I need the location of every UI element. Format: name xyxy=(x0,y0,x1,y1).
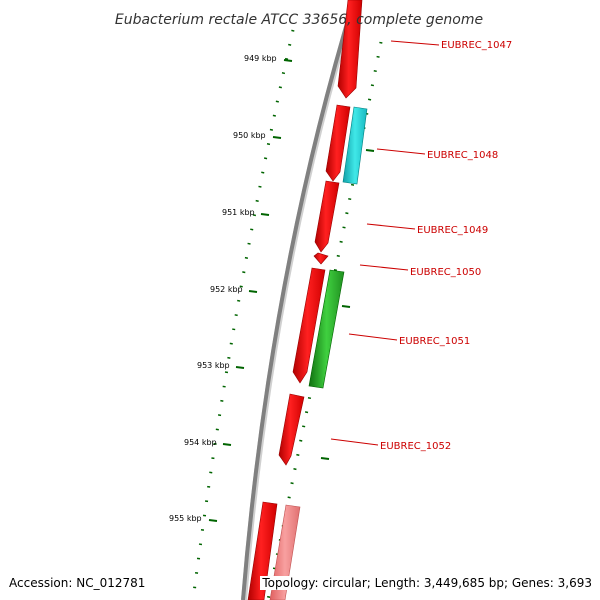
tick-label-951: 951 kbp xyxy=(222,208,255,217)
gene-labels: EUBREC_1047 EUBREC_1048 EUBREC_1049 EUBR… xyxy=(330,40,512,452)
accession-label: Accession: NC_012781 xyxy=(7,576,148,590)
tick-954 xyxy=(222,443,232,446)
tick-952 xyxy=(248,290,258,293)
feature-1051-green[interactable] xyxy=(308,269,345,389)
topology-summary: Topology: circular; Length: 3,449,685 bp… xyxy=(260,576,594,590)
tick-949 xyxy=(283,59,293,62)
leader-line-1050 xyxy=(359,264,409,271)
leader-line-1047 xyxy=(390,40,440,46)
tick-label-955: 955 kbp xyxy=(169,514,202,523)
gene-label-1049[interactable]: EUBREC_1049 xyxy=(417,225,488,236)
gene-arrow-next[interactable] xyxy=(247,501,278,600)
gene-arrow-1052[interactable] xyxy=(278,393,305,466)
gene-label-1050[interactable]: EUBREC_1050 xyxy=(410,267,481,278)
gene-arrow-1050[interactable] xyxy=(313,252,329,265)
gene-label-1052[interactable]: EUBREC_1052 xyxy=(380,441,451,452)
gene-arrow-1049[interactable] xyxy=(314,180,340,253)
gene-arrow-1048[interactable] xyxy=(325,104,351,182)
leader-line-1049 xyxy=(366,223,416,230)
tick-label-954: 954 kbp xyxy=(184,438,217,447)
tick-label-950: 950 kbp xyxy=(233,131,266,140)
outer-major-ticks xyxy=(320,149,375,460)
tick-label-949: 949 kbp xyxy=(244,54,277,63)
tick-951 xyxy=(260,213,270,216)
gene-features xyxy=(247,0,368,600)
map-title: Eubacterium rectale ATCC 33656, complete… xyxy=(115,12,483,28)
tick-953 xyxy=(235,366,245,369)
leader-line-1048 xyxy=(376,148,426,155)
tick-labels: 949 kbp 950 kbp 951 kbp 952 kbp 953 kbp … xyxy=(169,54,277,523)
tick-label-952: 952 kbp xyxy=(210,285,243,294)
leader-line-1051 xyxy=(348,333,398,341)
gene-label-1051[interactable]: EUBREC_1051 xyxy=(399,336,470,347)
gene-arrow-1047[interactable] xyxy=(337,0,363,99)
tick-950 xyxy=(272,136,282,139)
feature-1048-cyan[interactable] xyxy=(342,106,368,185)
leader-line-1052 xyxy=(330,438,379,446)
gene-arrow-1051[interactable] xyxy=(292,267,326,384)
gene-label-1047[interactable]: EUBREC_1047 xyxy=(441,40,512,51)
outer-tick-ring xyxy=(266,41,383,600)
gene-label-1048[interactable]: EUBREC_1048 xyxy=(427,150,498,161)
scale-ticks xyxy=(208,59,293,522)
genome-backbone xyxy=(241,0,356,600)
tick-label-953: 953 kbp xyxy=(197,361,230,370)
tick-955 xyxy=(208,519,218,522)
